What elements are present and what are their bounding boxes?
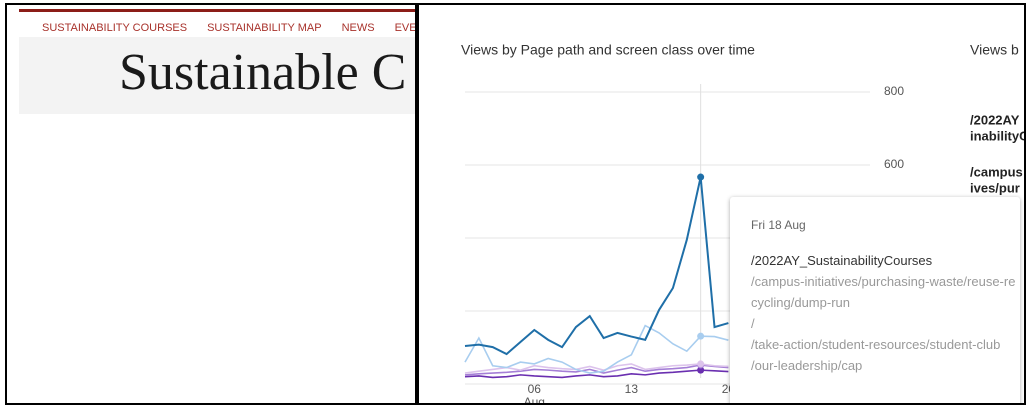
tooltip-series: /2022AY_SustainabilityCourses — [751, 253, 933, 268]
series-line — [464, 176, 729, 356]
tooltip: Fri 18 Aug /2022AY_SustainabilityCourses… — [730, 197, 1020, 403]
website-panel: SUSTAINABILITY COURSES SUSTAINABILITY MAP… — [5, 3, 417, 405]
series-line — [464, 364, 729, 376]
chart: Views by Page path and screen class over… — [461, 42, 1026, 405]
series-line — [464, 369, 729, 379]
nav: SUSTAINABILITY COURSES SUSTAINABILITY MAP… — [42, 22, 417, 34]
tooltip-series: /our-leadership/cap — [751, 358, 863, 373]
hover-dot — [697, 332, 705, 340]
x-tick-sublabel: Aug — [524, 395, 545, 405]
analytics-panel: Views by Page path and screen class over… — [417, 3, 1026, 405]
chart-title: Views by Page path and screen class over… — [461, 42, 755, 58]
table-cell[interactable]: ives/pur — [970, 180, 1020, 195]
table-title: Views b — [970, 42, 1019, 58]
hero-title: Sustainable C — [119, 44, 407, 101]
series-line — [464, 324, 729, 374]
top-bar — [19, 9, 415, 12]
hero: Sustainable C — [19, 37, 415, 114]
hover-dot — [697, 366, 705, 374]
nav-link[interactable]: SUSTAINABILITY COURSES — [42, 22, 188, 34]
table-cell[interactable]: /2022AY — [970, 112, 1020, 127]
y-tick-label: 800 — [884, 84, 904, 98]
tooltip-date: Fri 18 Aug — [751, 218, 806, 232]
hover-dot — [697, 173, 705, 181]
nav-link[interactable]: NEWS — [341, 22, 375, 34]
tooltip-series: /campus-initiatives/purchasing-waste/reu… — [751, 274, 1016, 310]
tooltip-series: /take-action/student-resources/student-c… — [751, 337, 1001, 352]
tooltip-series: / — [751, 316, 755, 331]
nav-link[interactable]: SUSTAINABILITY MAP — [207, 22, 322, 34]
series-line — [464, 363, 729, 374]
y-tick-label: 600 — [884, 157, 904, 171]
x-tick-label: 06 — [528, 382, 542, 396]
hover-dot — [697, 360, 705, 368]
table-cell[interactable]: /campus — [970, 164, 1023, 179]
table-cell[interactable]: inabilityC — [970, 128, 1026, 143]
x-tick-label: 13 — [625, 382, 639, 396]
nav-link[interactable]: EVENTS — [394, 22, 417, 34]
